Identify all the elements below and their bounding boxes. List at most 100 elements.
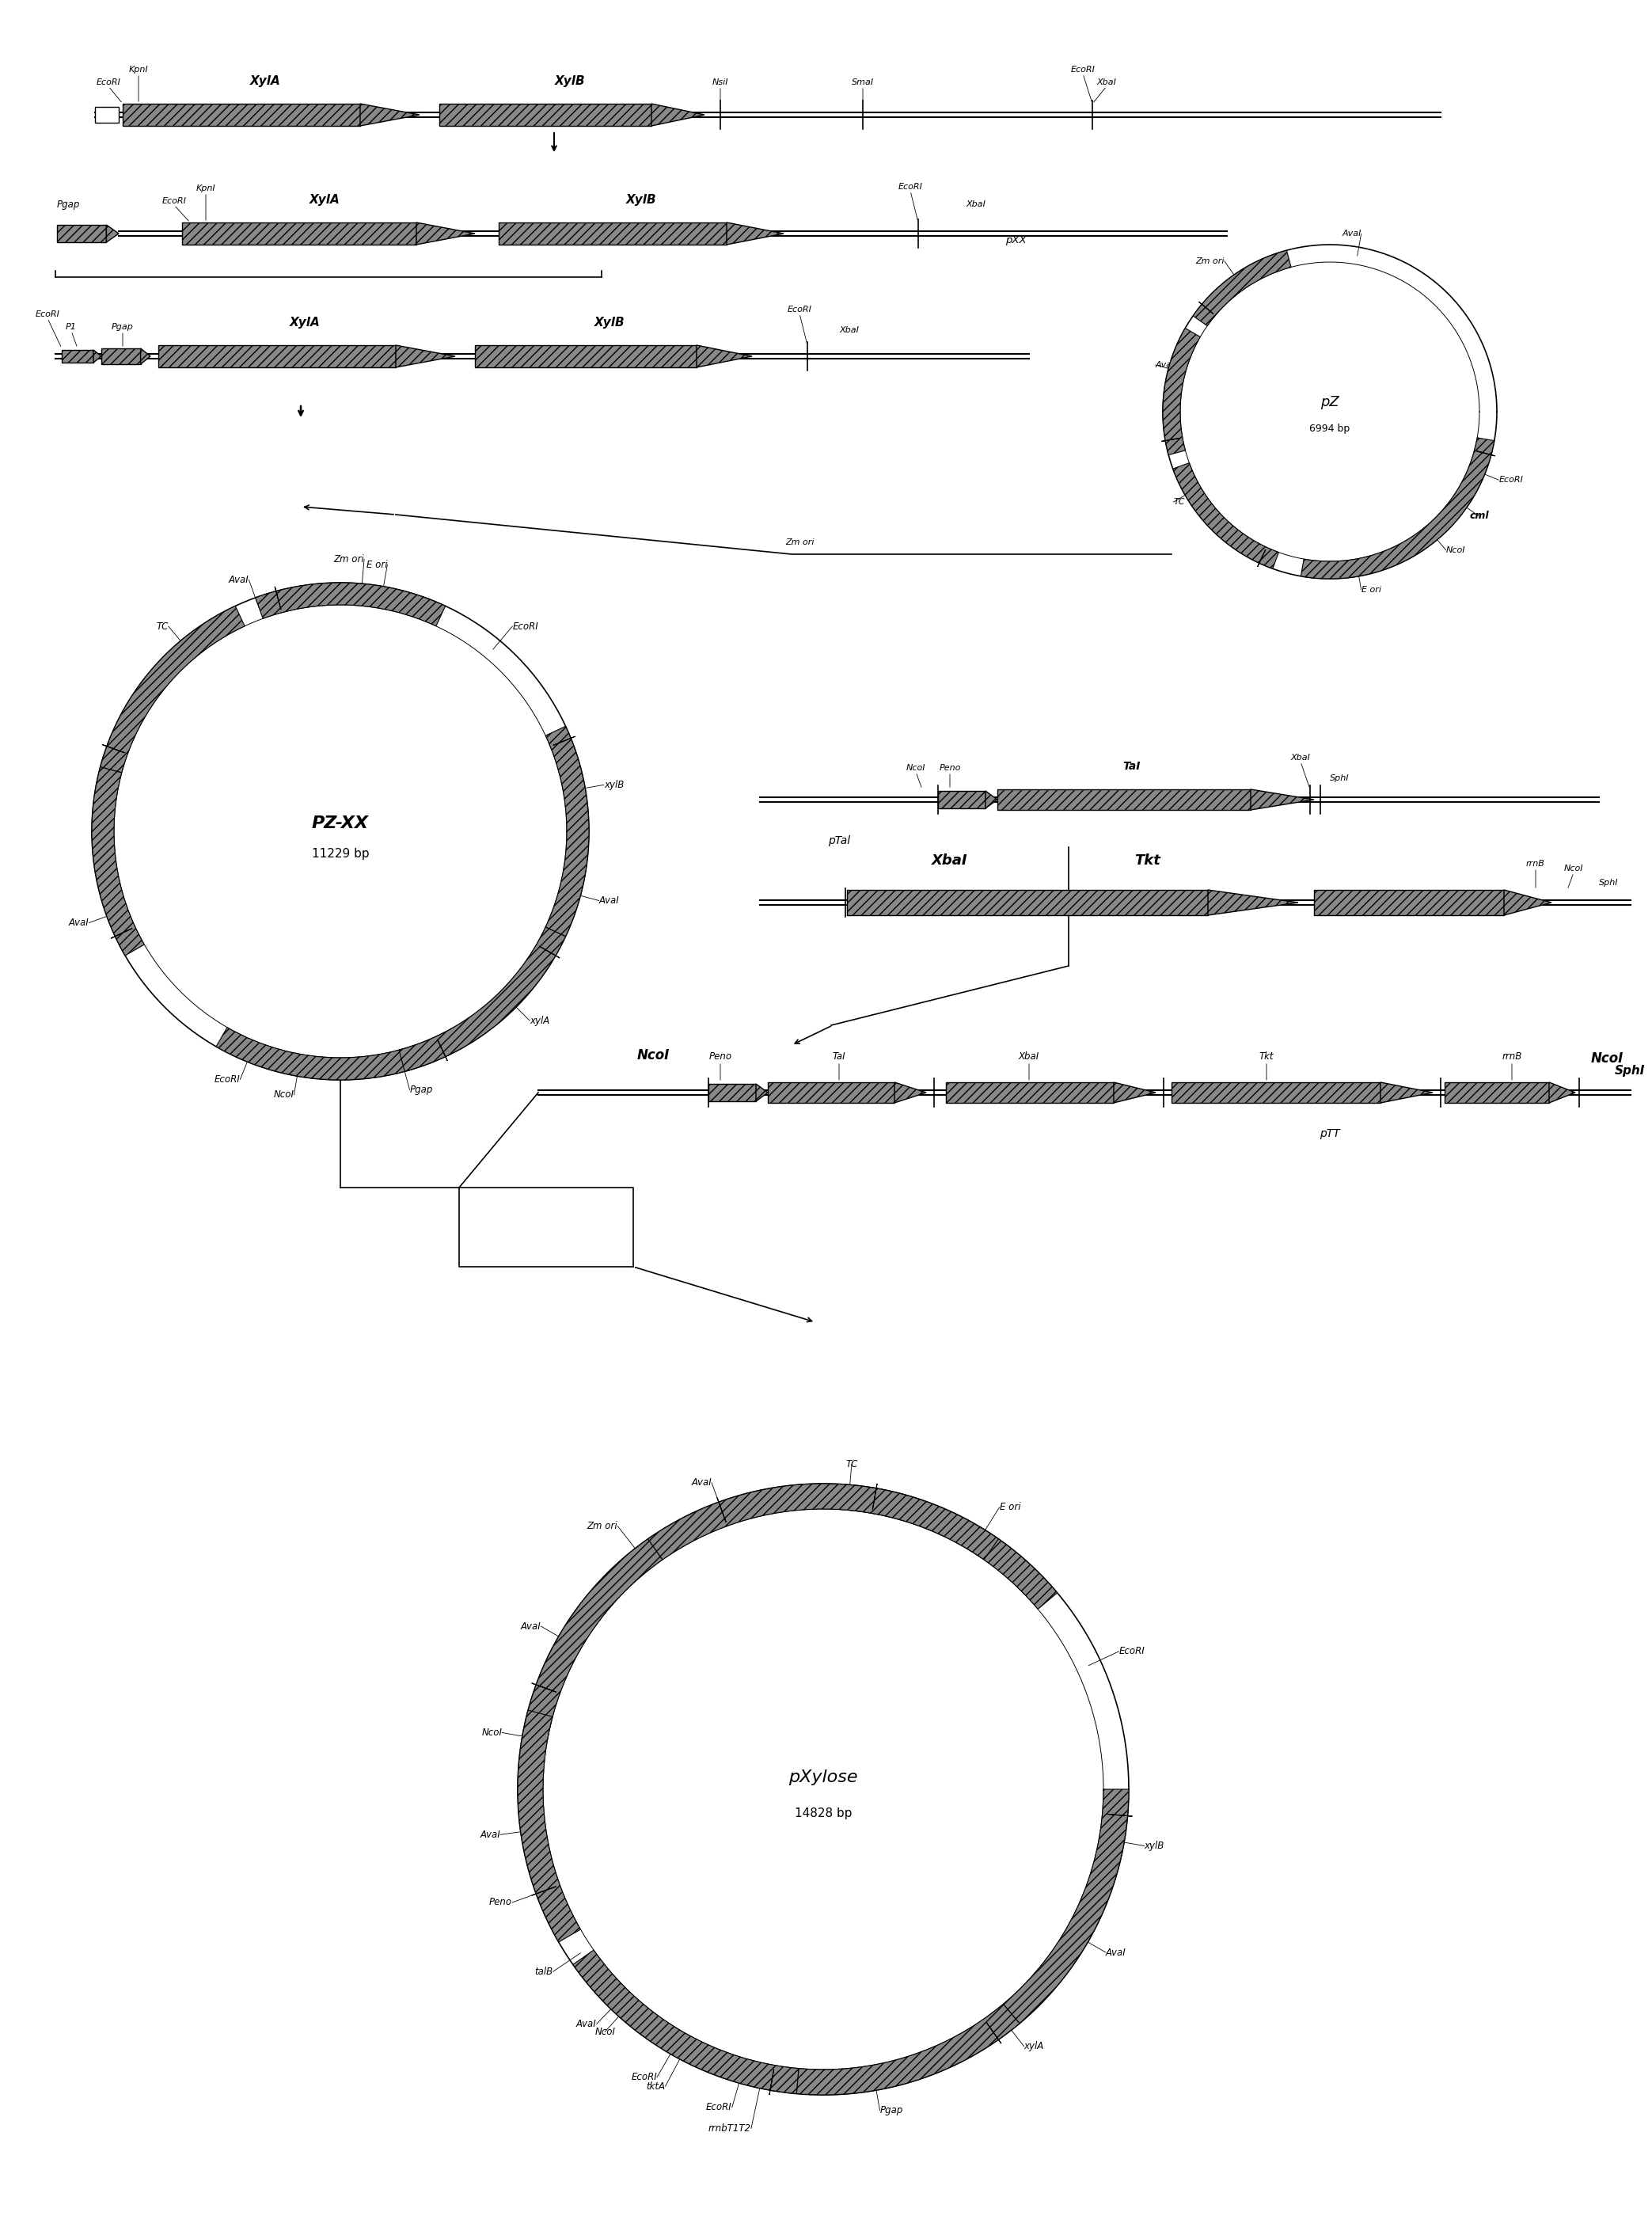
Polygon shape <box>396 344 456 367</box>
Text: EcoRI: EcoRI <box>1070 65 1095 74</box>
Text: NcoI: NcoI <box>273 1091 294 1100</box>
Wedge shape <box>545 726 588 936</box>
Text: Pgap: Pgap <box>56 199 81 210</box>
Bar <box>101 349 140 364</box>
Polygon shape <box>872 1484 877 1509</box>
Text: talB: talB <box>535 1967 553 1976</box>
Polygon shape <box>1113 1082 1156 1102</box>
Bar <box>182 224 416 244</box>
Text: AvaI: AvaI <box>228 574 249 586</box>
Polygon shape <box>1477 451 1495 456</box>
Text: AvaI: AvaI <box>520 1620 540 1632</box>
Bar <box>847 890 1208 914</box>
Text: AvaI: AvaI <box>1155 362 1175 369</box>
Polygon shape <box>1199 302 1214 313</box>
Text: tktA: tktA <box>646 2081 666 2092</box>
Text: TaI: TaI <box>833 1050 846 1062</box>
Polygon shape <box>539 945 560 959</box>
Polygon shape <box>111 928 132 939</box>
Text: KpnI: KpnI <box>197 186 215 192</box>
Polygon shape <box>438 1039 448 1062</box>
Bar <box>1444 1082 1550 1102</box>
Text: Pgap: Pgap <box>881 2105 904 2117</box>
Text: EcoRI: EcoRI <box>1498 476 1523 483</box>
Polygon shape <box>94 351 101 362</box>
Polygon shape <box>360 103 420 125</box>
Polygon shape <box>894 1082 927 1102</box>
Text: TC: TC <box>846 1459 857 1468</box>
Wedge shape <box>847 1484 1057 1609</box>
Text: 11229 bp: 11229 bp <box>312 847 368 860</box>
Text: EcoRI: EcoRI <box>788 306 811 313</box>
Wedge shape <box>648 1484 998 1560</box>
Polygon shape <box>532 1683 557 1692</box>
Polygon shape <box>986 2023 1001 2043</box>
Bar <box>474 344 697 367</box>
Text: P1: P1 <box>66 324 76 331</box>
Text: EcoRI: EcoRI <box>705 2103 732 2112</box>
Text: SmaI: SmaI <box>852 78 874 87</box>
Text: AvaI: AvaI <box>479 1830 501 1839</box>
Text: AvaI: AvaI <box>1105 1947 1127 1958</box>
Text: AvaI: AvaI <box>577 2018 596 2029</box>
Text: rrnB: rrnB <box>1526 860 1545 867</box>
Text: Zm ori: Zm ori <box>785 539 814 545</box>
Text: XylB: XylB <box>626 194 656 206</box>
Bar <box>499 224 727 244</box>
Text: AvaI: AvaI <box>69 919 89 928</box>
Text: Zm ori: Zm ori <box>1196 257 1224 266</box>
Wedge shape <box>400 928 565 1071</box>
Wedge shape <box>1003 1790 1128 2023</box>
Polygon shape <box>727 224 783 244</box>
Text: pZ: pZ <box>1320 396 1340 409</box>
Polygon shape <box>532 1886 557 1895</box>
Text: AvaI: AvaI <box>598 896 620 905</box>
Text: xylA: xylA <box>530 1015 550 1026</box>
Text: XbaI: XbaI <box>1019 1050 1039 1062</box>
Polygon shape <box>697 344 752 367</box>
Bar <box>159 344 396 367</box>
Text: Peno: Peno <box>938 764 961 771</box>
Polygon shape <box>1107 1815 1132 1817</box>
Text: EcoRI: EcoRI <box>35 311 59 317</box>
Text: rrnB: rrnB <box>1502 1050 1521 1062</box>
Text: xylB: xylB <box>605 780 624 789</box>
Text: NcoI: NcoI <box>907 764 925 771</box>
Bar <box>938 791 986 809</box>
Text: EcoRI: EcoRI <box>215 1075 240 1084</box>
Text: SphI: SphI <box>1614 1064 1645 1077</box>
Wedge shape <box>522 1540 662 1741</box>
Bar <box>1313 890 1503 914</box>
Text: Peno: Peno <box>489 1898 512 1909</box>
Polygon shape <box>106 226 119 241</box>
Text: EcoRI: EcoRI <box>96 78 121 87</box>
Bar <box>998 789 1251 809</box>
Text: Pgap: Pgap <box>410 1084 433 1095</box>
Text: AvaI: AvaI <box>1341 230 1361 237</box>
Text: PZ-XX: PZ-XX <box>312 816 368 831</box>
Text: XbaI: XbaI <box>1097 78 1117 87</box>
Text: NcoI: NcoI <box>1446 545 1465 554</box>
Text: XylA: XylA <box>309 194 340 206</box>
Wedge shape <box>101 606 244 773</box>
Text: TC: TC <box>157 621 169 633</box>
Text: XbaI: XbaI <box>1290 753 1310 762</box>
Text: EcoRI: EcoRI <box>1118 1647 1145 1656</box>
Text: Tkt: Tkt <box>1259 1050 1274 1062</box>
Text: EcoRI: EcoRI <box>512 621 539 633</box>
Text: pXylose: pXylose <box>788 1770 857 1786</box>
Text: XbaI: XbaI <box>966 201 985 208</box>
Text: XylA: XylA <box>249 76 281 87</box>
Text: AvaI: AvaI <box>691 1477 712 1489</box>
Wedge shape <box>517 1710 580 1942</box>
Polygon shape <box>1550 1082 1576 1102</box>
Text: E ori: E ori <box>1361 586 1381 595</box>
Polygon shape <box>140 349 150 364</box>
Text: xylA: xylA <box>1024 2041 1044 2052</box>
Bar <box>709 1084 757 1102</box>
Text: E ori: E ori <box>367 559 387 570</box>
Polygon shape <box>1161 438 1180 440</box>
Polygon shape <box>986 791 998 809</box>
Wedge shape <box>796 2005 1019 2094</box>
Text: XbaI: XbaI <box>839 326 859 333</box>
